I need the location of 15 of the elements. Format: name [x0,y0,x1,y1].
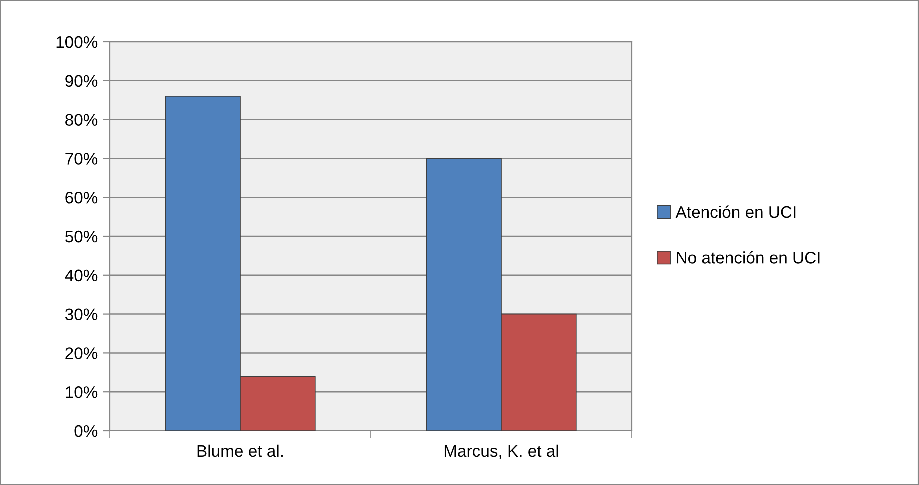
y-tick-label: 100% [56,36,98,48]
y-tick-label: 50% [66,230,98,243]
y-tick-label: 70% [66,153,98,165]
y-tick-label: 20% [66,348,98,360]
y-tick-label: 30% [65,308,98,321]
y-tick-label: 80% [66,114,98,126]
x-tick-label: Blume et al. [198,444,283,458]
y-tick-label: 0% [74,425,98,438]
y-tick-label: 60% [66,192,98,204]
y-tick-label: 40% [65,270,98,282]
y-tick-label: 10% [66,386,98,398]
legend-label: No atención en UCI [677,251,820,264]
x-tick-label: Marcus, K. et al [444,444,558,460]
legend-label: Atención en UCI [676,206,796,218]
y-tick-label: 90% [66,75,98,88]
